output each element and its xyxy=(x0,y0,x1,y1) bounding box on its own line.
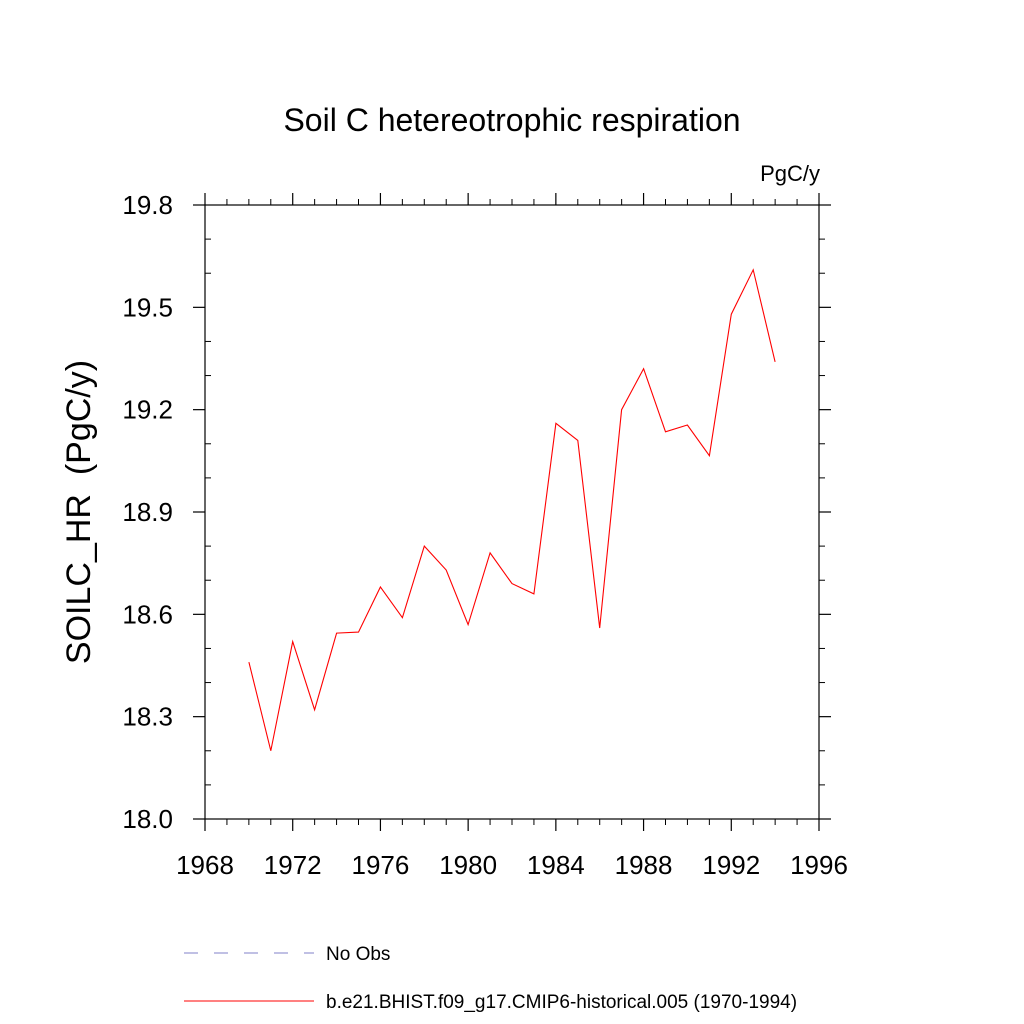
x-tick-label: 1976 xyxy=(352,850,410,880)
y-tick-label: 18.3 xyxy=(122,702,173,732)
axes: 1968 1972 1976 1980 1984 1988 1992 1996 18.0 18.3… xyxy=(122,190,848,880)
chart-title: Soil C hetereotrophic respiration xyxy=(283,102,740,138)
legend-label-no-obs: No Obs xyxy=(326,944,390,965)
x-tick-label: 1972 xyxy=(264,850,322,880)
x-tick-label: 1980 xyxy=(439,850,497,880)
x-tick-label: 1968 xyxy=(176,850,234,880)
x-tick-label: 1992 xyxy=(702,850,760,880)
y-axis-label: SOILC_HR (PgC/y) xyxy=(60,360,98,664)
plot-frame xyxy=(204,204,820,820)
series-layer xyxy=(248,268,776,751)
x-tick-label: 1984 xyxy=(527,850,585,880)
legend-item-0: No Obs xyxy=(184,944,390,965)
y-tick-label: 19.2 xyxy=(122,395,173,425)
y-tick-label: 19.8 xyxy=(122,190,173,220)
y-tick-label: 18.9 xyxy=(122,497,173,527)
y-tick-label: 19.5 xyxy=(122,292,173,322)
y-tick-label: 18.0 xyxy=(122,804,173,834)
x-tick-label: 1988 xyxy=(615,850,673,880)
units-label: PgC/y xyxy=(760,161,820,186)
x-tick-label: 1996 xyxy=(790,850,848,880)
legend-item-1: b.e21.BHIST.f09_g17.CMIP6-historical.005… xyxy=(184,992,797,1013)
legend: No Obs b.e21.BHIST.f09_g17.CMIP6-histori… xyxy=(184,944,797,1013)
y-tick-label: 18.6 xyxy=(122,599,173,629)
legend-label-model: b.e21.BHIST.f09_g17.CMIP6-historical.005… xyxy=(326,992,797,1013)
series-line-1 xyxy=(248,268,776,751)
